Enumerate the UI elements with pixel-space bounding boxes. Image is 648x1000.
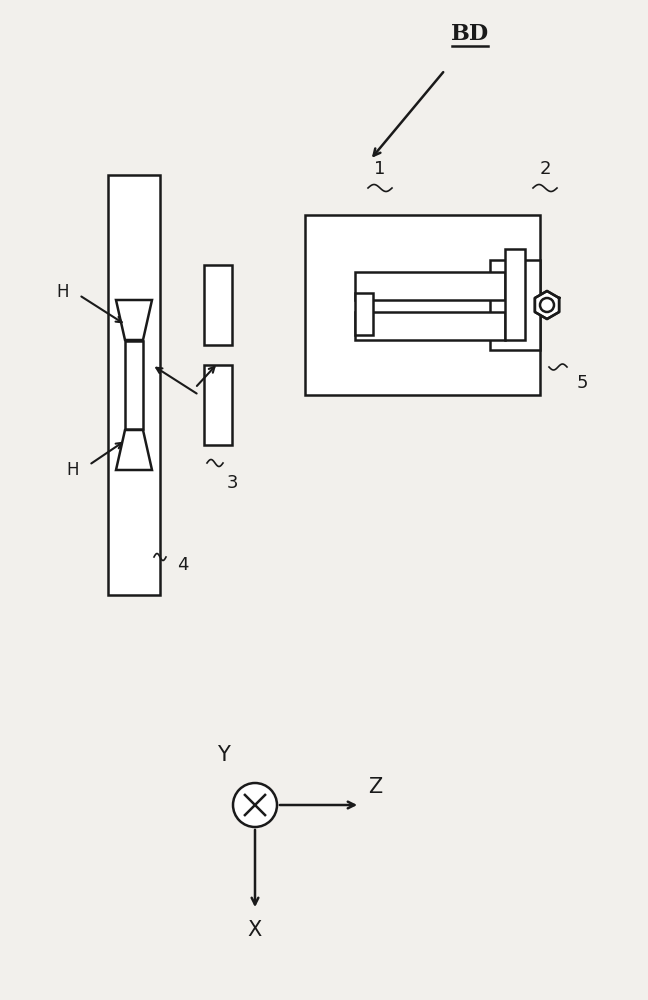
Circle shape <box>540 298 554 312</box>
Text: 2: 2 <box>539 160 551 178</box>
Bar <box>355 293 373 335</box>
Polygon shape <box>116 430 152 470</box>
Text: 4: 4 <box>177 556 189 574</box>
Bar <box>204 365 232 445</box>
Text: 5: 5 <box>577 374 588 392</box>
Text: BD: BD <box>451 23 489 45</box>
Bar <box>204 265 232 345</box>
Bar <box>355 272 505 300</box>
Text: Y: Y <box>216 745 229 765</box>
Bar <box>505 249 525 340</box>
Text: Z: Z <box>368 777 382 797</box>
Bar <box>125 341 143 429</box>
Bar <box>305 215 540 395</box>
Circle shape <box>233 783 277 827</box>
Bar <box>490 260 540 350</box>
Bar <box>108 175 160 595</box>
Text: H: H <box>56 283 69 301</box>
Bar <box>355 312 505 340</box>
Text: H: H <box>67 461 79 479</box>
Text: 3: 3 <box>227 474 238 492</box>
Text: 1: 1 <box>375 160 386 178</box>
Polygon shape <box>116 300 152 340</box>
Text: X: X <box>248 920 262 940</box>
Polygon shape <box>535 291 559 319</box>
